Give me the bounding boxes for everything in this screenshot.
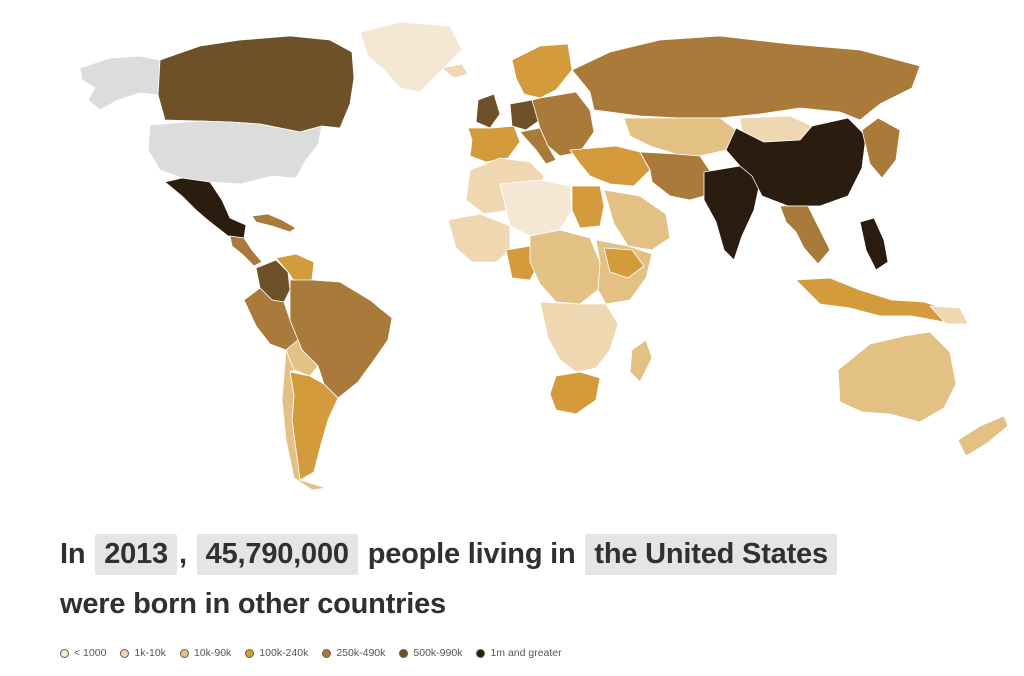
country-eastern-europe[interactable] [531, 91, 595, 157]
country-mexico[interactable] [164, 177, 247, 239]
year-selector[interactable]: 2013 [95, 534, 177, 575]
legend-item: 1m and greater [476, 647, 562, 659]
country-sahara[interactable] [499, 179, 573, 237]
country-russia[interactable] [571, 35, 921, 121]
headline-comma: , [178, 538, 187, 570]
country-west-africa[interactable] [447, 213, 511, 263]
world-map [79, 21, 1009, 491]
country-arabian-peninsula[interactable] [603, 189, 671, 251]
legend-label: 10k-90k [193, 647, 232, 659]
country-chile[interactable] [281, 349, 327, 491]
country-indonesia[interactable] [795, 277, 951, 323]
country-australia[interactable] [837, 331, 957, 423]
legend-swatch [179, 648, 189, 658]
country-egypt[interactable] [571, 185, 605, 229]
legend-swatch [120, 648, 130, 658]
legend-item: 100k-240k [245, 647, 308, 659]
country-india[interactable] [703, 165, 761, 261]
legend-item: 250k-490k [322, 647, 385, 659]
country-iceland[interactable] [441, 63, 469, 79]
immigrant-count[interactable]: 45,790,000 [196, 534, 358, 575]
legend-swatch [245, 648, 255, 658]
country-china[interactable] [725, 117, 867, 207]
legend-label: 250k-490k [336, 647, 386, 659]
country-korea-and-japan[interactable] [861, 117, 901, 179]
country-united-states[interactable] [147, 120, 323, 185]
legend-swatch [322, 648, 332, 658]
country-new-zealand[interactable] [957, 415, 1009, 457]
country-alaska[interactable] [79, 55, 161, 111]
country-scandinavia[interactable] [511, 43, 573, 99]
country-central-asia[interactable] [623, 117, 737, 157]
country-philippines[interactable] [859, 217, 889, 271]
country-southern-africa[interactable] [539, 301, 619, 373]
legend-label: 100k-240k [259, 647, 309, 659]
headline-in-text: In [60, 538, 86, 570]
country-southeast-asia[interactable] [779, 205, 831, 265]
headline-mid-text: people living in [367, 538, 576, 570]
country-france-and-iberia[interactable] [467, 125, 521, 163]
country-south-africa[interactable] [549, 371, 601, 415]
headline-line-2: were born in other countries [60, 588, 446, 620]
country-central-america[interactable] [229, 235, 263, 267]
headline-line-1: In 2013, 45,790,000 people living in the… [60, 534, 1000, 575]
country-greenland[interactable] [359, 21, 463, 93]
legend-label: 1k-10k [134, 647, 166, 659]
color-legend: < 1000 1k-10k 10k-90k 100k-240k 250k-490k 500… [60, 645, 562, 661]
country-selector[interactable]: the United States [585, 534, 837, 575]
country-central-africa[interactable] [529, 229, 601, 305]
country-madagascar[interactable] [629, 339, 653, 383]
country-germany[interactable] [509, 99, 541, 131]
country-iran-and-pakistan[interactable] [639, 151, 713, 201]
legend-swatch [476, 648, 486, 658]
legend-swatch [399, 648, 409, 658]
world-map-svg [79, 21, 1009, 491]
legend-swatch [60, 648, 69, 658]
country-papua-new-guinea[interactable] [929, 305, 969, 325]
country-united-kingdom[interactable] [475, 93, 501, 129]
country-canada[interactable] [157, 35, 355, 133]
legend-label: < 1000 [74, 647, 107, 659]
legend-item: 1k-10k [120, 647, 166, 659]
legend-label: 500k-990k [413, 647, 463, 659]
legend-item: < 1000 [60, 647, 106, 659]
country-turkey-and-middle-east[interactable] [569, 145, 651, 187]
country-ethiopia[interactable] [603, 247, 645, 279]
legend-item: 500k-990k [399, 647, 462, 659]
country-caribbean[interactable] [251, 213, 297, 233]
legend-label: 1m and greater [490, 647, 562, 659]
legend-item: 10k-90k [179, 647, 232, 659]
